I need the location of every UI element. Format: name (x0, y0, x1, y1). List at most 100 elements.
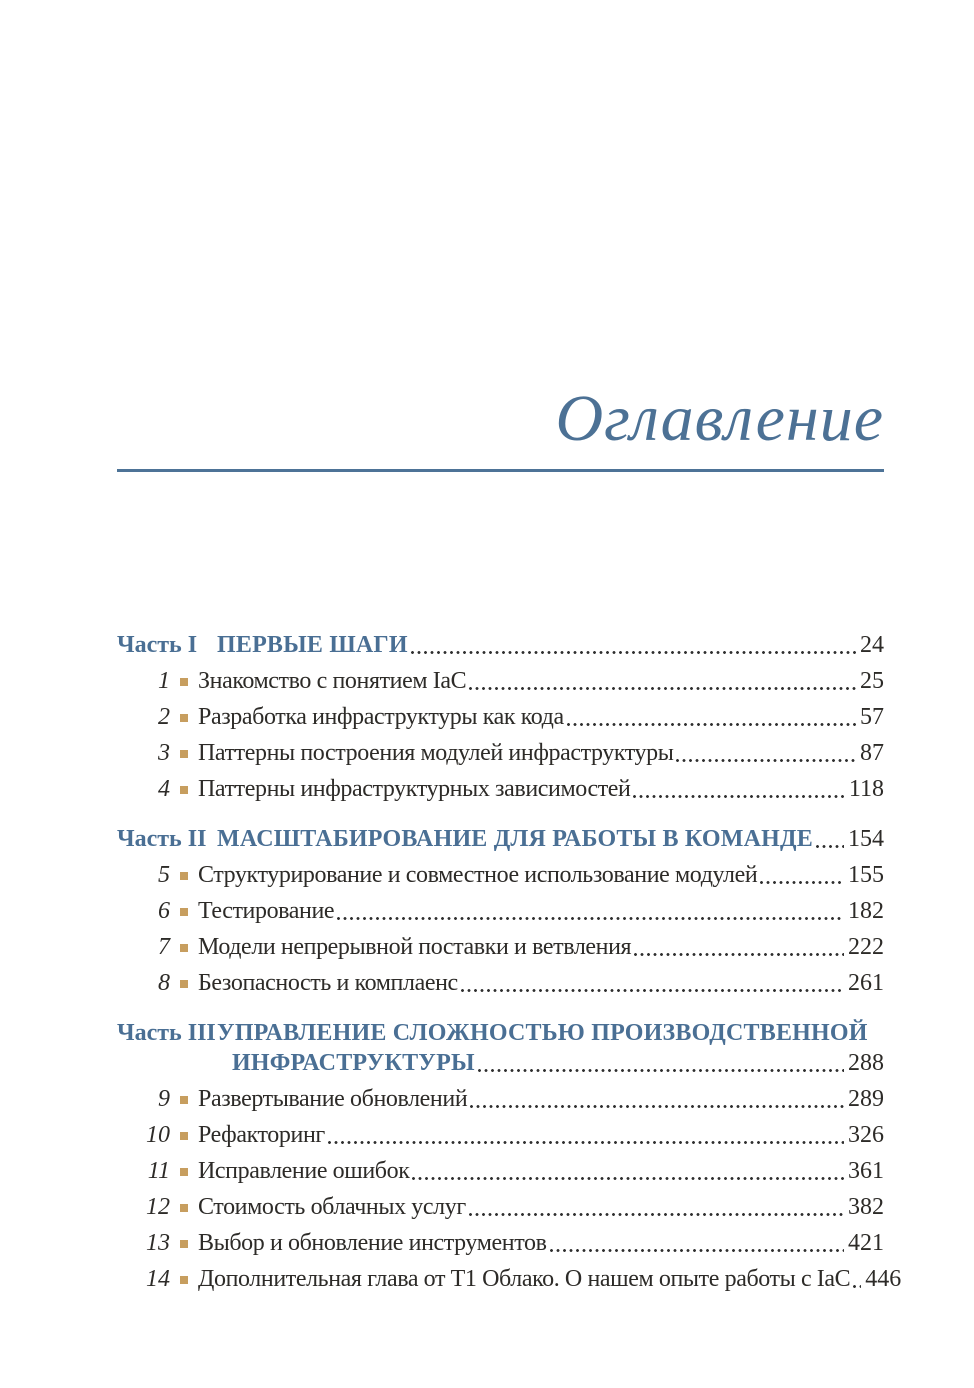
dot-leader (327, 1141, 844, 1144)
dot-leader (412, 1177, 844, 1180)
chapter-bullet-icon (180, 1132, 188, 1140)
toc-chapter-row-2: 2 Разработка инфраструктуры как кода 57 (117, 702, 884, 732)
dot-leader (469, 687, 856, 690)
chapter-number: 12 (146, 1194, 170, 1220)
part-page-number: 24 (860, 632, 884, 658)
chapter-page-number: 289 (848, 1086, 884, 1112)
chapter-bullet-icon (180, 1240, 188, 1248)
dot-leader (337, 917, 844, 920)
toc-chapter-row-7: 7 Модели непрерывной поставки и ветвлени… (117, 932, 884, 962)
chapter-bullet-icon (180, 1168, 188, 1176)
chapter-title: Тестирование (198, 898, 335, 924)
toc-chapter-row-3: 3 Паттерны построения модулей инфраструк… (117, 738, 884, 768)
chapter-title: Исправление ошибок (198, 1158, 410, 1184)
chapter-bullet-icon (180, 786, 188, 794)
dot-leader (460, 989, 844, 992)
chapter-title: Выбор и обновление инструментов (198, 1230, 547, 1256)
chapter-title: Модели непрерывной поставки и ветвления (198, 934, 632, 960)
chapter-number: 9 (158, 1086, 170, 1112)
chapter-title: Паттерны построения модулей инфраструкту… (198, 740, 674, 766)
dot-leader (853, 1285, 862, 1288)
chapter-number: 4 (158, 776, 170, 802)
chapter-title: Дополнительная глава от Т1 Облако. О наш… (198, 1266, 851, 1292)
chapter-number: 6 (158, 898, 170, 924)
chapter-page-number: 446 (865, 1266, 902, 1292)
toc-chapter-row-8: 8 Безопасность и комплаенс 261 (117, 968, 884, 998)
chapter-title: Паттерны инфраструктурных зависимостей (198, 776, 631, 802)
part-title-block: УПРАВЛЕНИЕ СЛОЖНОСТЬЮ ПРОИЗВОДСТВЕННОЙ И… (217, 1018, 884, 1078)
part-page-number: 288 (848, 1050, 884, 1076)
chapter-bullet-icon (180, 1204, 188, 1212)
toc-chapter-row-4: 4 Паттерны инфраструктурных зависимостей… (117, 774, 884, 804)
chapter-number: 2 (158, 704, 170, 730)
toc-chapter-row-12: 12 Стоимость облачных услуг 382 (117, 1192, 884, 1222)
chapter-bullet-icon (180, 714, 188, 722)
chapter-bullet-icon (180, 908, 188, 916)
dot-leader (410, 651, 856, 654)
dot-leader (549, 1249, 844, 1252)
chapter-number: 13 (146, 1230, 170, 1256)
toc-part-row-3: Часть III УПРАВЛЕНИЕ СЛОЖНОСТЬЮ ПРОИЗВОД… (117, 1018, 884, 1078)
title-divider (117, 469, 884, 472)
chapter-page-number: 182 (848, 898, 884, 924)
chapter-page-number: 421 (848, 1230, 884, 1256)
chapter-title: Знакомство с понятием IaC (198, 668, 467, 694)
chapter-page-number: 118 (848, 776, 884, 802)
dot-leader (634, 953, 844, 956)
part-title: МАСШТАБИРОВАНИЕ ДЛЯ РАБОТЫ В КОМАНДЕ (217, 826, 813, 852)
part-title-line2: ИНФРАСТРУКТУРЫ (232, 1050, 475, 1076)
dot-leader (676, 759, 856, 762)
dot-leader (470, 1105, 844, 1108)
dot-leader (760, 881, 844, 884)
chapter-page-number: 155 (848, 862, 884, 888)
dot-leader (477, 1069, 844, 1072)
part-title-line2-row: ИНФРАСТРУКТУРЫ 288 (217, 1048, 884, 1078)
toc-chapter-row-14: 14 Дополнительная глава от Т1 Облако. О … (117, 1264, 901, 1294)
toc-chapter-row-5: 5 Структурирование и совместное использо… (117, 860, 884, 890)
toc-part-row-2: Часть II МАСШТАБИРОВАНИЕ ДЛЯ РАБОТЫ В КО… (117, 824, 884, 854)
chapter-bullet-icon (180, 944, 188, 952)
chapter-page-number: 25 (860, 668, 884, 694)
toc-chapter-row-13: 13 Выбор и обновление инструментов 421 (117, 1228, 884, 1258)
part-title-line1: УПРАВЛЕНИЕ СЛОЖНОСТЬЮ ПРОИЗВОДСТВЕННОЙ (217, 1020, 868, 1046)
part-label: Часть I (117, 632, 198, 658)
part-label: Часть II (117, 826, 207, 852)
chapter-page-number: 57 (860, 704, 884, 730)
part-title: ПЕРВЫЕ ШАГИ (217, 632, 408, 658)
part-page-number: 154 (848, 826, 884, 852)
chapter-title: Развертывание обновлений (198, 1086, 468, 1112)
chapter-number: 3 (158, 740, 170, 766)
part-label: Часть III (117, 1020, 216, 1046)
toc-chapter-row-11: 11 Исправление ошибок 361 (117, 1156, 884, 1186)
toc-chapter-row-10: 10 Рефакторинг 326 (117, 1120, 884, 1150)
chapter-bullet-icon (180, 750, 188, 758)
dot-leader (633, 795, 845, 798)
chapter-bullet-icon (180, 1276, 188, 1284)
chapter-page-number: 361 (848, 1158, 884, 1184)
chapter-title: Структурирование и совместное использова… (198, 862, 758, 888)
chapter-page-number: 222 (848, 934, 884, 960)
chapter-bullet-icon (180, 678, 188, 686)
dot-leader (468, 1213, 844, 1216)
chapter-number: 5 (158, 862, 170, 888)
toc-part-row-1: Часть I ПЕРВЫЕ ШАГИ 24 (117, 630, 884, 660)
chapter-bullet-icon (180, 980, 188, 988)
chapter-number: 8 (158, 970, 170, 996)
toc-chapter-row-1: 1 Знакомство с понятием IaC 25 (117, 666, 884, 696)
dot-leader (566, 723, 856, 726)
chapter-page-number: 87 (860, 740, 884, 766)
toc-chapter-row-6: 6 Тестирование 182 (117, 896, 884, 926)
chapter-number: 7 (158, 934, 170, 960)
chapter-number: 11 (147, 1158, 170, 1184)
chapter-page-number: 326 (848, 1122, 884, 1148)
chapter-title: Безопасность и комплаенс (198, 970, 458, 996)
chapter-number: 14 (146, 1266, 170, 1292)
chapter-page-number: 261 (848, 970, 884, 996)
dot-leader (815, 845, 844, 848)
chapter-bullet-icon (180, 1096, 188, 1104)
table-of-contents: Часть I ПЕРВЫЕ ШАГИ 24 1 Знакомство с по… (117, 630, 901, 1294)
toc-chapter-row-9: 9 Развертывание обновлений 289 (117, 1084, 884, 1114)
chapter-page-number: 382 (848, 1194, 884, 1220)
chapter-title: Стоимость облачных услуг (198, 1194, 466, 1220)
chapter-title: Разработка инфраструктуры как кода (198, 704, 564, 730)
